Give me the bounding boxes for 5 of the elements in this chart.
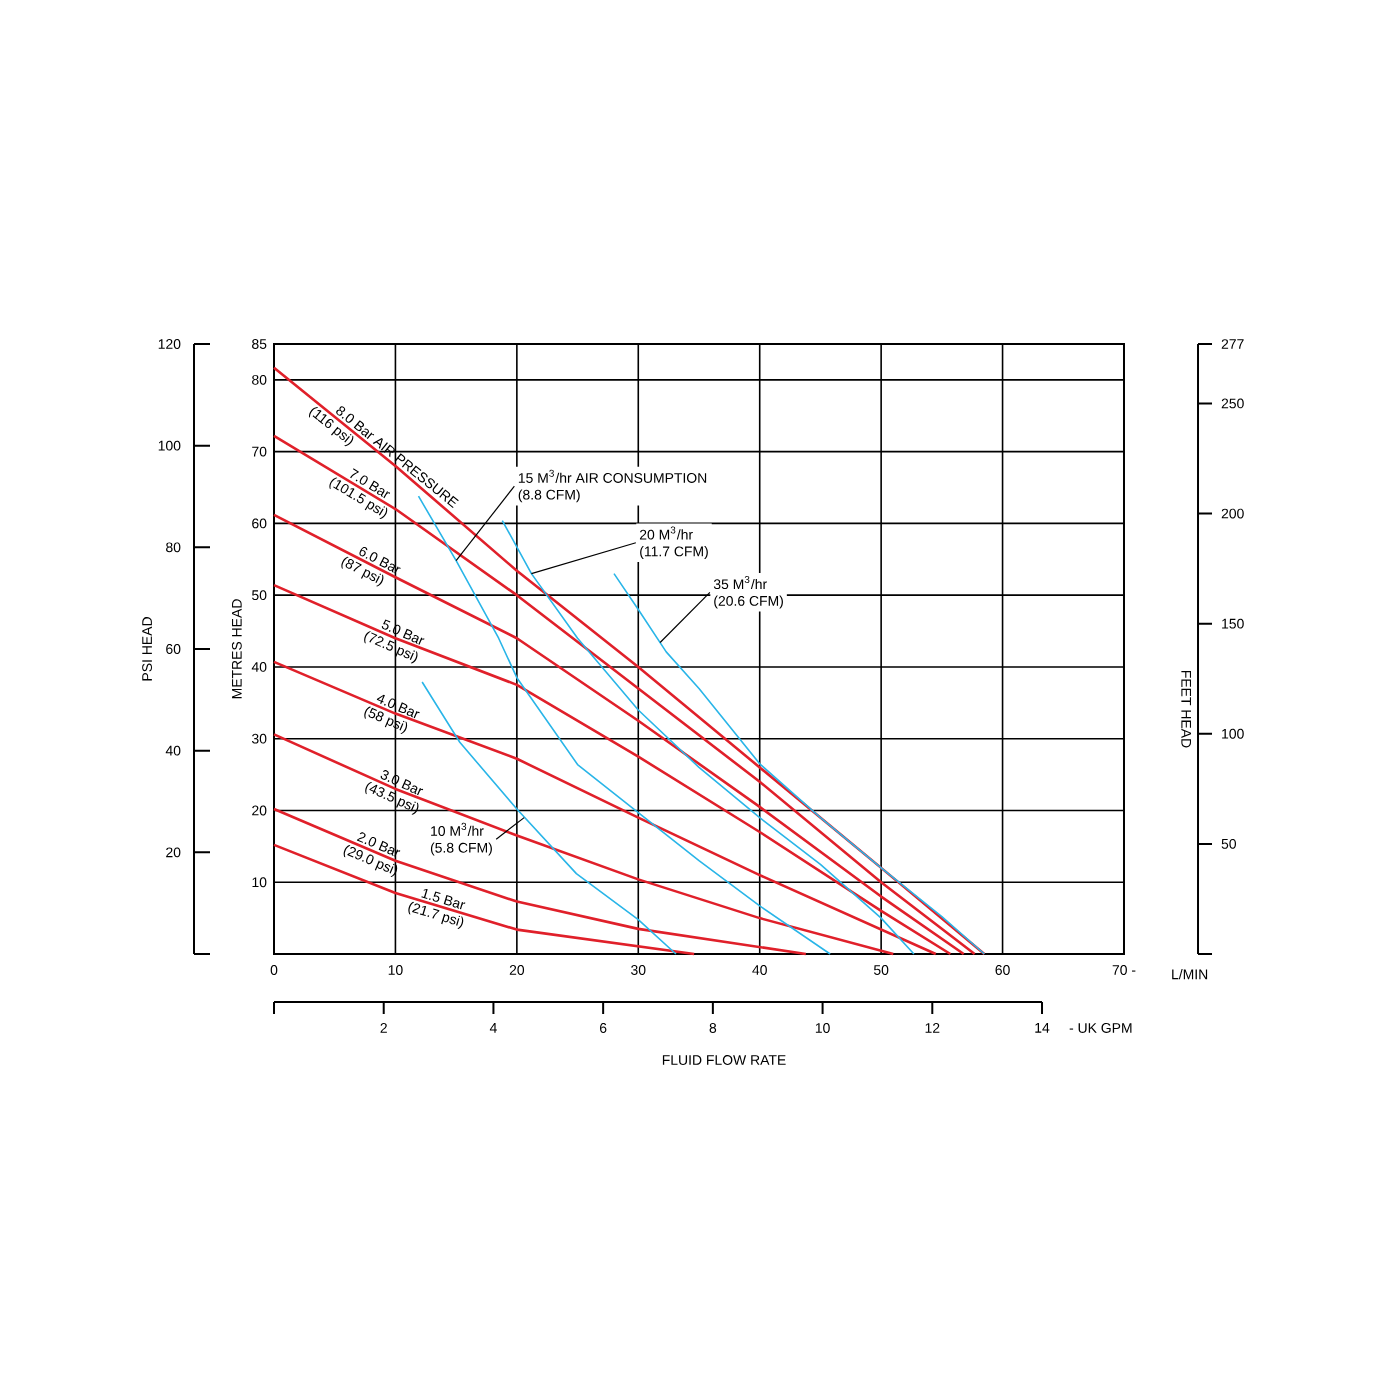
line-series	[272, 843, 696, 956]
line-series	[272, 660, 938, 956]
line-series	[501, 519, 915, 955]
line-series	[272, 733, 895, 956]
line-series	[613, 572, 986, 955]
